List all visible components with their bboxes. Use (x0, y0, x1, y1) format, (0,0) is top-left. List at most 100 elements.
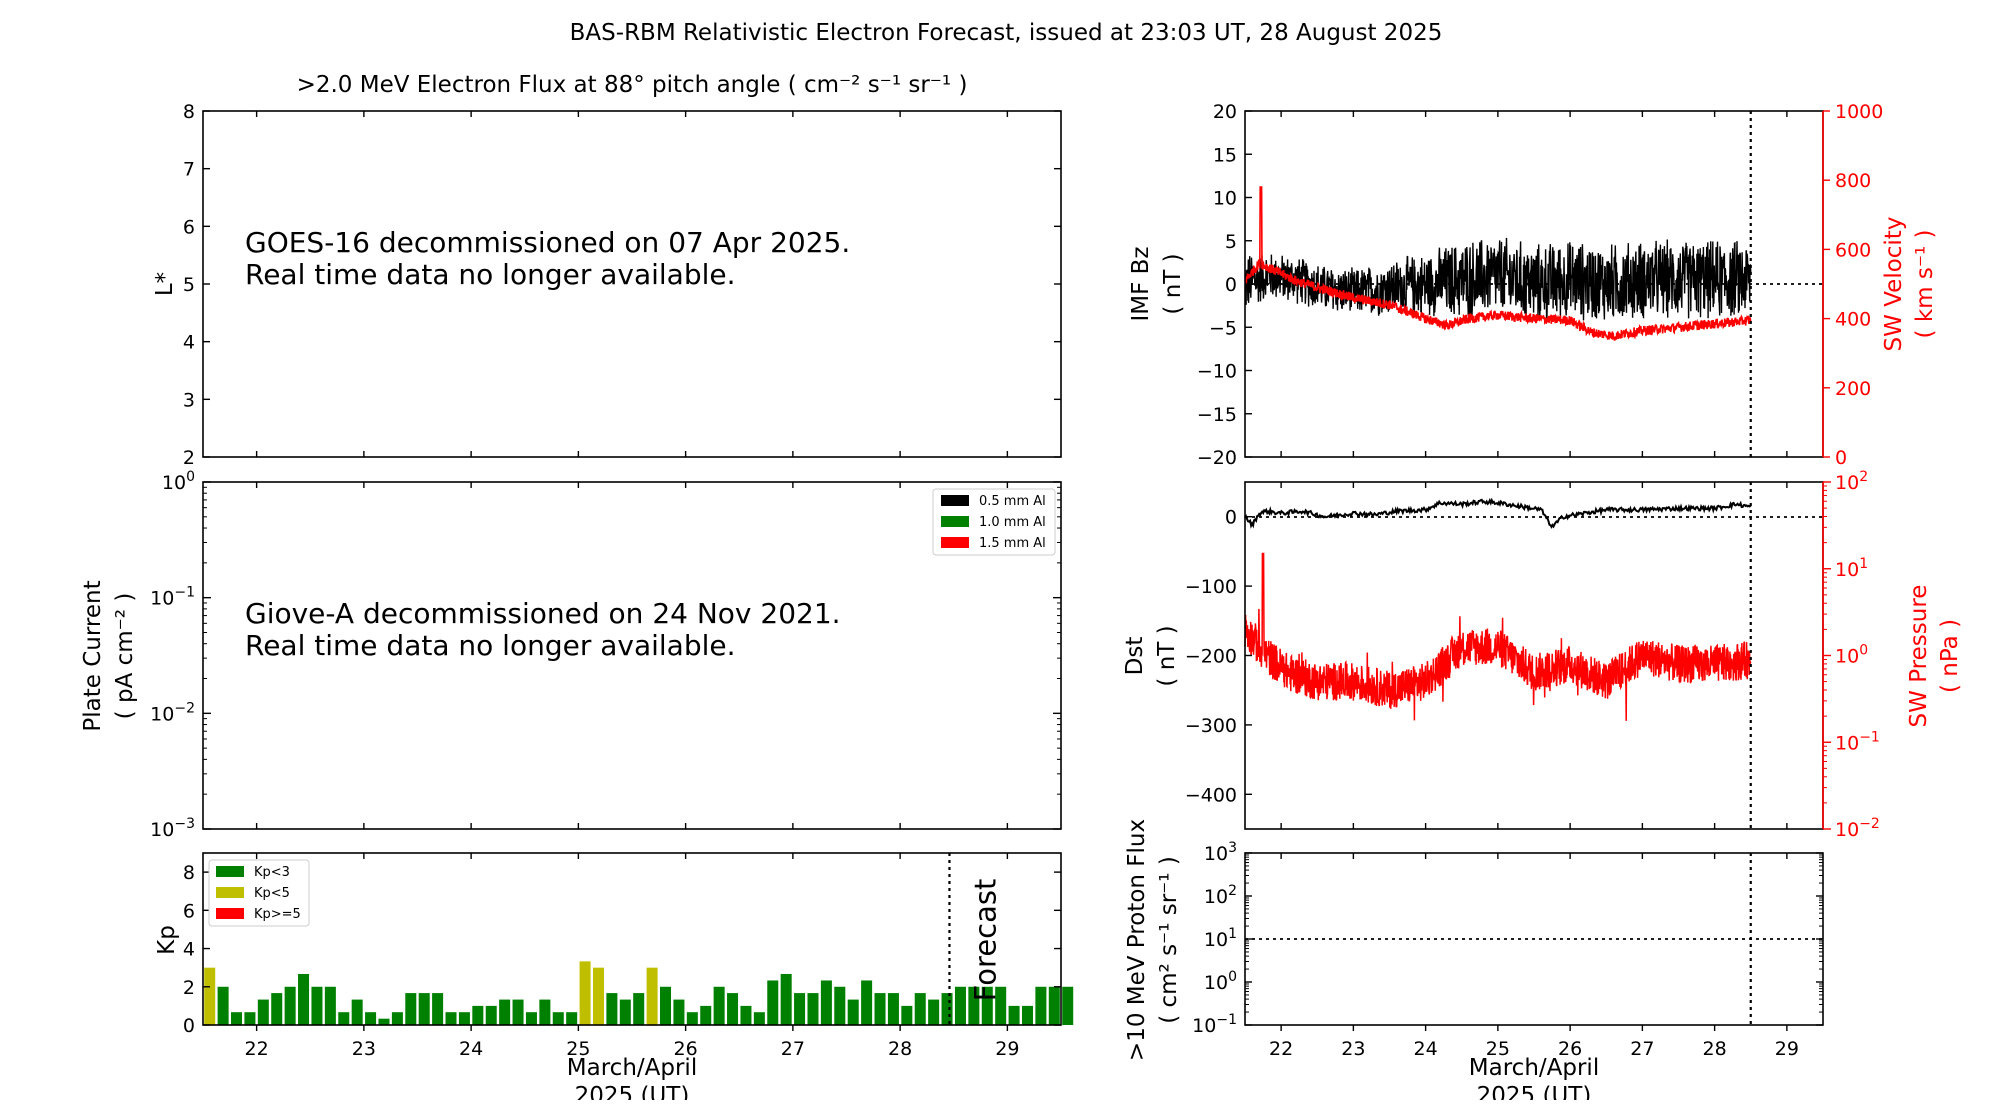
imf-y-tick-label: 10 (1213, 188, 1237, 210)
proton-y-label-line-2: ( cm² s⁻¹ sr⁻¹ ) (1156, 856, 1182, 1024)
sw-pressure-label-line-2: ( nPa ) (1937, 619, 1963, 693)
flux-x-ticks (255, 111, 1009, 457)
kp-bar (298, 973, 310, 1025)
dst-x-ticks (1280, 482, 1788, 829)
kp-bar (485, 1005, 497, 1025)
kp-legend-label-3: Kp>=5 (254, 907, 301, 922)
proton-x-label-line-1: March/April (1469, 1055, 1599, 1081)
sw-velocity-y-ticks: 0 200 400 600 800 1000 (1823, 101, 1883, 469)
kp-x-tick-label: 27 (781, 1038, 805, 1060)
plate-notice-line-2: Real time data no longer available. (245, 629, 736, 662)
kp-bar (901, 1005, 913, 1025)
plate-y-label-line-2: ( pA cm⁻² ) (112, 593, 138, 720)
kp-bar (686, 1012, 698, 1025)
kp-x-tick-label: 25 (566, 1038, 590, 1060)
sw-velocity-series (1244, 186, 1752, 342)
flux-notice-line-2: Real time data no longer available. (245, 258, 736, 291)
kp-bar (217, 986, 229, 1025)
kp-legend-label-2: Kp<5 (254, 886, 290, 901)
flux-panel: >2.0 MeV Electron Flux at 88° pitch angl… (152, 72, 1062, 469)
kp-bar (753, 1012, 765, 1025)
imf-bz-series (1244, 237, 1752, 321)
plate-legend-label-3: 1.5 mm Al (979, 536, 1046, 551)
proton-x-tick-label: 28 (1703, 1038, 1727, 1060)
kp-bar (673, 999, 685, 1025)
kp-bar (660, 986, 672, 1025)
sw-pressure-y-ticks: 102 101 100 10−1 10−2 (1823, 469, 1880, 841)
sw-velocity-y-tick-label: 800 (1835, 170, 1871, 192)
proton-x-ticks: 22 23 24 25 26 27 28 29 (1269, 853, 1799, 1060)
proton-y-tick-label: 10−1 (1192, 1012, 1237, 1037)
kp-bar (204, 967, 216, 1025)
kp-bar (1035, 986, 1047, 1025)
kp-bar (874, 993, 886, 1025)
kp-legend-swatch-3 (216, 908, 244, 919)
imf-y-tick-label: 0 (1225, 274, 1237, 296)
sw-pressure-label-line-1: SW Pressure (1906, 585, 1932, 728)
kp-bar (914, 993, 926, 1025)
imf-y-ticks: −20 −15 −10 −5 0 5 10 15 20 (1197, 101, 1252, 469)
kp-bar (458, 1012, 470, 1025)
kp-x-tick-label: 28 (888, 1038, 912, 1060)
kp-bar (472, 1005, 484, 1025)
imf-y-tick-label: 20 (1213, 101, 1237, 123)
proton-y-ticks: 103 102 101 100 10−1 (1192, 840, 1823, 1037)
figure-title: BAS-RBM Relativistic Electron Forecast, … (570, 20, 1443, 46)
kp-bar (405, 993, 417, 1025)
kp-x-label-line-1: March/April (567, 1055, 697, 1081)
dst-y-label-line-2: ( nT ) (1154, 625, 1180, 686)
kp-bar (700, 1005, 712, 1025)
plate-panel: 100 10−1 10−2 10−3 Plate Current ( pA cm⁻² … (80, 469, 1062, 841)
kp-bar (820, 980, 832, 1025)
kp-y-tick-label: 2 (183, 977, 195, 999)
kp-y-tick-label: 0 (183, 1015, 195, 1037)
proton-x-tick-label: 25 (1486, 1038, 1510, 1060)
proton-y-tick-label: 103 (1204, 840, 1237, 865)
kp-bar (767, 980, 779, 1025)
dst-y-tick-label: −300 (1185, 715, 1237, 737)
proton-panel: 103 102 101 100 10−1 22 23 24 25 26 27 28 29 >10 Me… (1124, 819, 1824, 1104)
kp-x-tick-label: 24 (459, 1038, 483, 1060)
proton-y-label-line-1: >10 MeV Proton Flux (1124, 819, 1150, 1061)
proton-x-tick-label: 26 (1558, 1038, 1582, 1060)
proton-y-tick-label: 100 (1204, 969, 1237, 994)
kp-bar (1008, 1005, 1020, 1025)
dst-y-tick-label: 0 (1225, 507, 1237, 529)
kp-bar (244, 1012, 256, 1025)
sw-pressure-y-tick-label: 102 (1835, 469, 1868, 494)
kp-legend-swatch-1 (216, 866, 244, 877)
kp-legend: Kp<3 Kp<5 Kp>=5 (208, 859, 310, 927)
sw-velocity-y-tick-label: 1000 (1835, 101, 1883, 123)
kp-bar (365, 1012, 377, 1025)
kp-bar (954, 986, 966, 1025)
proton-y-tick-label: 101 (1204, 926, 1237, 951)
kp-bar (807, 993, 819, 1025)
plate-y-label-line-1: Plate Current (80, 580, 106, 731)
kp-bar (981, 986, 993, 1025)
kp-bar (338, 1012, 350, 1025)
kp-bar (499, 999, 511, 1025)
imf-y-label-line-1: IMF Bz (1128, 246, 1154, 321)
kp-bar (525, 1012, 537, 1025)
kp-bar (619, 999, 631, 1025)
imf-panel: −20 −15 −10 −5 0 5 10 15 20 0 200 400 600 800 1000 IM… (1128, 101, 1938, 469)
proton-x-tick-label: 29 (1775, 1038, 1799, 1060)
kp-bar (887, 993, 899, 1025)
kp-bar (633, 993, 645, 1025)
imf-x-ticks (1280, 111, 1788, 457)
kp-bar (592, 967, 604, 1025)
flux-title: >2.0 MeV Electron Flux at 88° pitch angl… (297, 72, 968, 98)
plate-legend-swatch-2 (941, 516, 969, 527)
kp-legend-swatch-2 (216, 887, 244, 898)
dst-y-tick-label: −100 (1185, 576, 1237, 598)
imf-y-tick-label: −5 (1209, 317, 1237, 339)
kp-x-ticks: 22 23 24 25 26 27 28 29 (245, 853, 1019, 1060)
kp-bar (324, 986, 336, 1025)
sw-velocity-y-tick-label: 200 (1835, 378, 1871, 400)
plate-legend-swatch-1 (941, 495, 969, 506)
plate-y-tick-label: 100 (162, 469, 195, 494)
kp-bar (780, 973, 792, 1025)
proton-x-tick-label: 22 (1269, 1038, 1293, 1060)
